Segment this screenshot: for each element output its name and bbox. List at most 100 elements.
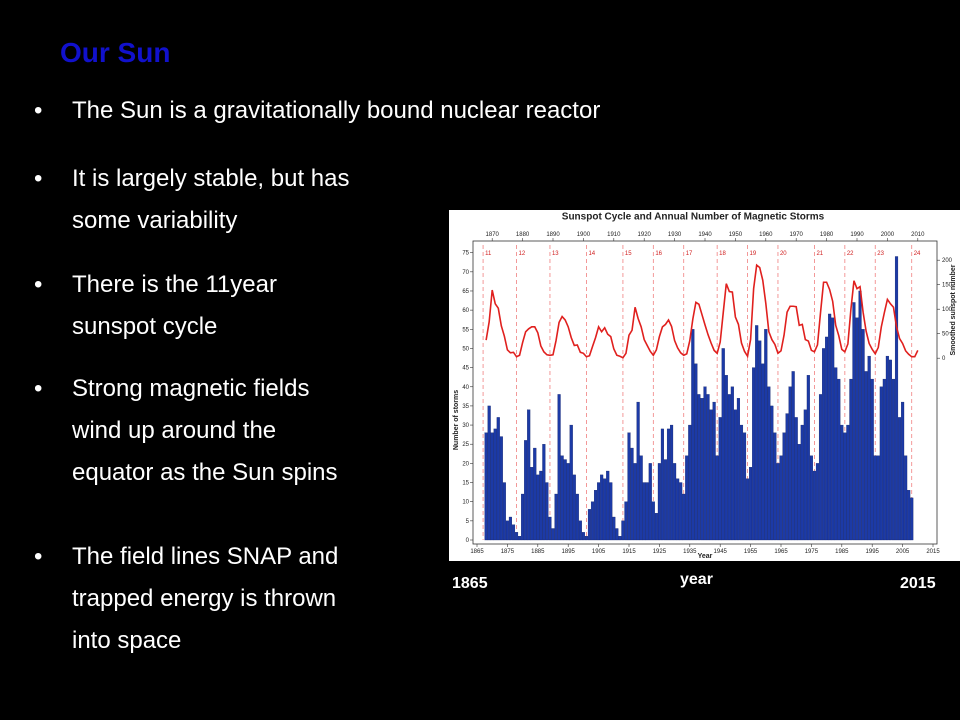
bar bbox=[530, 467, 534, 541]
x2-tick-label: 1940 bbox=[698, 232, 712, 238]
bar bbox=[882, 378, 886, 541]
cycle-label: 16 bbox=[655, 251, 662, 257]
bar bbox=[779, 455, 783, 541]
bar bbox=[864, 371, 868, 541]
bar bbox=[536, 474, 540, 541]
bar bbox=[691, 329, 695, 541]
bar bbox=[563, 459, 567, 541]
bar bbox=[673, 463, 677, 541]
bar bbox=[621, 520, 625, 541]
bar bbox=[736, 398, 740, 541]
bar bbox=[876, 455, 880, 541]
y2-tick-label: 150 bbox=[942, 283, 953, 289]
bar bbox=[730, 386, 734, 541]
x-tick-label: 1865 bbox=[470, 549, 484, 555]
slide-title: Our Sun bbox=[60, 37, 170, 68]
bullet-text: wind up around the bbox=[71, 417, 276, 444]
bar bbox=[676, 478, 680, 541]
bar bbox=[724, 375, 728, 541]
bar bbox=[809, 455, 813, 541]
bar bbox=[688, 424, 692, 541]
note-left: 1865 bbox=[452, 575, 488, 592]
cycle-label: 21 bbox=[816, 251, 823, 257]
y-tick-label: 15 bbox=[462, 481, 469, 487]
bar bbox=[584, 536, 588, 541]
y-axis-label: Number of storms bbox=[453, 390, 460, 450]
bar bbox=[624, 501, 628, 541]
y-tick-label: 40 bbox=[462, 385, 469, 391]
bar bbox=[651, 501, 655, 541]
note-center: year bbox=[680, 571, 713, 588]
x2-tick-label: 2010 bbox=[911, 232, 925, 238]
bar bbox=[505, 520, 509, 541]
bullet-text: sunspot cycle bbox=[72, 313, 217, 340]
bar bbox=[718, 417, 722, 541]
bar bbox=[767, 386, 771, 541]
y-tick-label: 55 bbox=[462, 327, 469, 333]
bar bbox=[894, 256, 899, 541]
bar bbox=[785, 413, 789, 541]
x-tick-label: 1905 bbox=[592, 549, 606, 555]
bar bbox=[828, 313, 832, 541]
x-tick-label: 1995 bbox=[866, 549, 880, 555]
cycle-label: 18 bbox=[719, 251, 726, 257]
y-tick-label: 5 bbox=[466, 519, 470, 525]
bullet-text: equator as the Sun spins bbox=[72, 459, 338, 486]
bar bbox=[770, 405, 774, 541]
bullet-dot: • bbox=[34, 165, 42, 192]
bar bbox=[776, 463, 780, 541]
cycle-label: 12 bbox=[519, 251, 526, 257]
bar bbox=[870, 378, 874, 541]
bar bbox=[545, 482, 549, 541]
bar bbox=[746, 478, 750, 541]
bar bbox=[685, 455, 689, 541]
bar bbox=[861, 329, 865, 541]
bar bbox=[825, 336, 829, 541]
bar bbox=[645, 482, 649, 541]
bar bbox=[761, 363, 765, 541]
cycle-label: 20 bbox=[780, 251, 787, 257]
bar bbox=[518, 536, 522, 541]
note-right: 2015 bbox=[900, 575, 936, 592]
x2-tick-label: 1910 bbox=[607, 232, 621, 238]
bar bbox=[773, 432, 777, 541]
bar bbox=[648, 463, 652, 541]
bar bbox=[484, 432, 488, 541]
bar bbox=[910, 497, 914, 541]
bar bbox=[660, 428, 664, 541]
bullet-dot: • bbox=[34, 271, 42, 298]
bar bbox=[615, 528, 619, 541]
bar bbox=[524, 440, 528, 541]
bullet-text: There is the 11year bbox=[72, 271, 277, 298]
bar bbox=[822, 348, 826, 541]
x-tick-label: 1935 bbox=[683, 549, 697, 555]
bar bbox=[873, 455, 877, 541]
y-tick-label: 60 bbox=[462, 308, 469, 314]
bar bbox=[682, 493, 686, 541]
bar bbox=[539, 470, 543, 541]
y2-tick-label: 200 bbox=[942, 258, 953, 264]
cycle-label: 11 bbox=[485, 251, 492, 257]
bar bbox=[578, 520, 582, 541]
x2-tick-label: 1880 bbox=[516, 232, 530, 238]
bar bbox=[742, 432, 747, 541]
bar bbox=[843, 432, 847, 541]
bar bbox=[618, 536, 622, 541]
bar bbox=[670, 424, 674, 541]
bar bbox=[679, 482, 683, 541]
bar bbox=[788, 386, 792, 541]
bar bbox=[797, 444, 801, 541]
bar bbox=[642, 482, 646, 541]
bar bbox=[533, 447, 537, 541]
y-tick-label: 30 bbox=[462, 423, 469, 429]
bullet-text: Strong magnetic fields bbox=[72, 375, 309, 402]
bar bbox=[609, 482, 613, 541]
bar bbox=[514, 532, 519, 541]
bar bbox=[603, 478, 607, 541]
bar bbox=[812, 470, 816, 541]
bullet-text: into space bbox=[72, 627, 181, 654]
bar bbox=[554, 493, 558, 541]
x2-tick-label: 1970 bbox=[790, 232, 804, 238]
bar bbox=[487, 405, 491, 541]
bar bbox=[706, 394, 710, 541]
